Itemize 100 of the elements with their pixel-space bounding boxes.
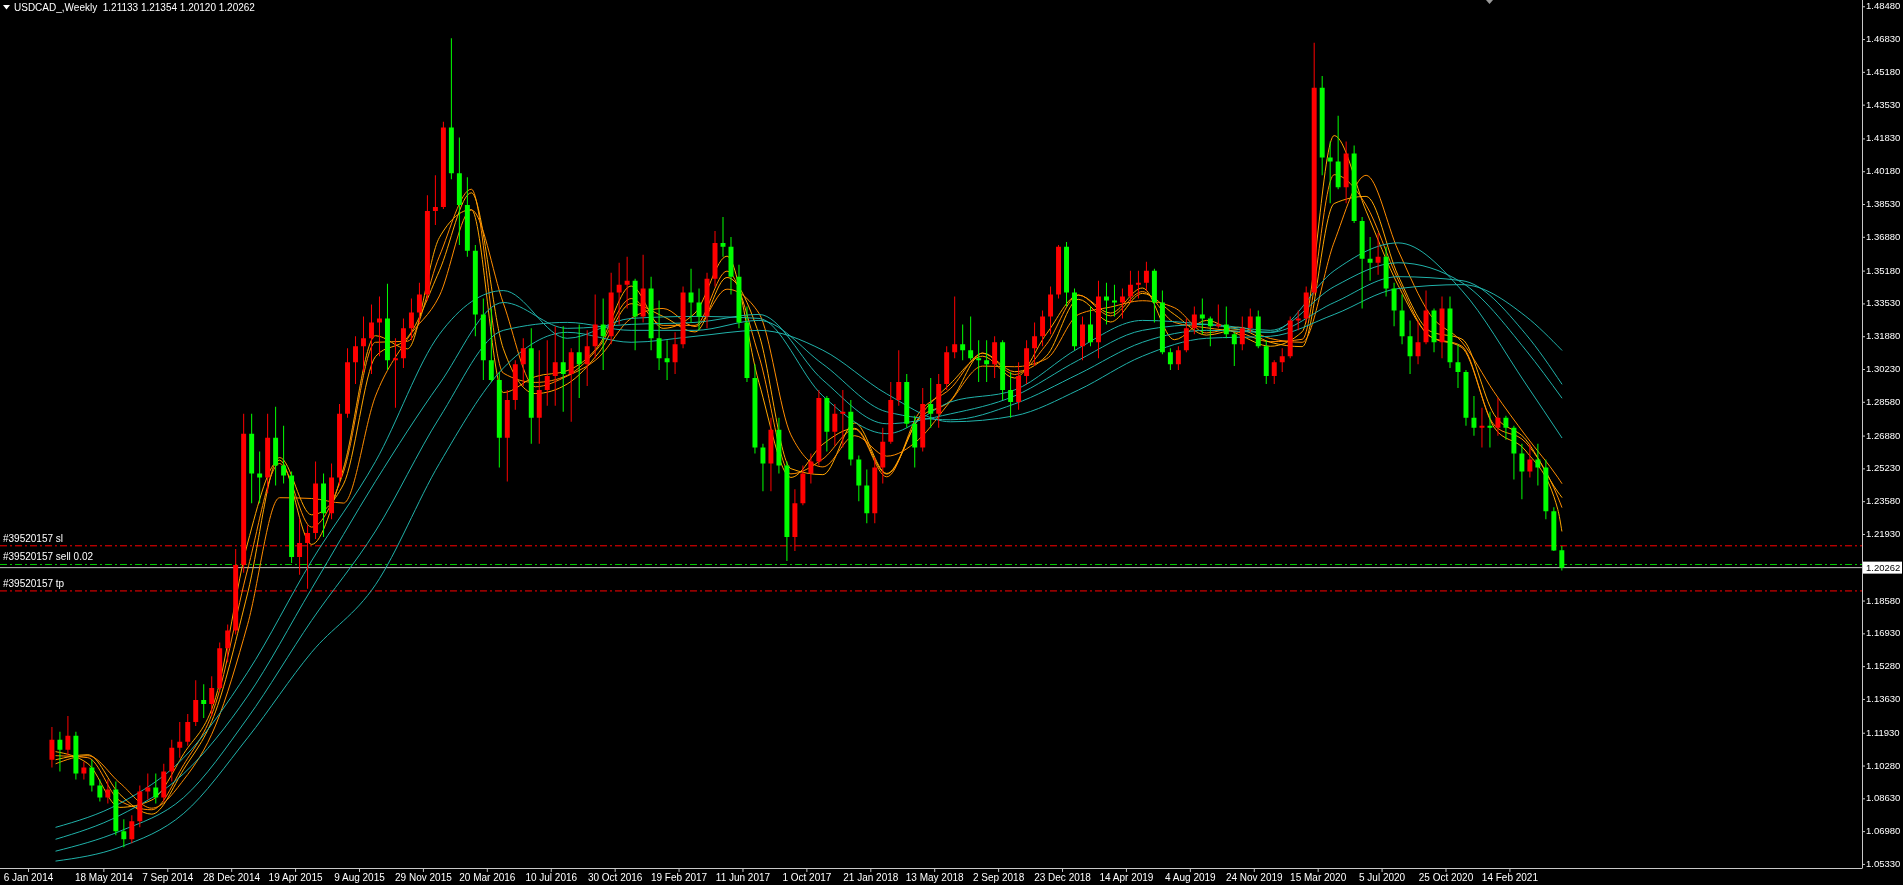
candlestick — [1415, 320, 1421, 365]
candlestick — [872, 457, 878, 524]
candlestick — [1543, 459, 1549, 520]
x-tick-label: 11 Jun 2017 — [715, 871, 771, 883]
candlestick — [952, 296, 958, 359]
x-tick-label: 15 Mar 2020 — [1290, 871, 1347, 883]
candlestick — [137, 785, 143, 828]
candlestick — [1143, 261, 1149, 291]
ref-line-label: #39520157 sl — [3, 532, 64, 544]
x-tick-label: 14 Apr 2019 — [1099, 871, 1154, 883]
candlestick — [1479, 407, 1485, 448]
candlestick — [369, 304, 374, 375]
y-tick-label: 1.25230 — [1866, 462, 1901, 474]
candlestick — [960, 324, 966, 361]
candlestick — [680, 286, 686, 349]
candlestick — [185, 713, 191, 746]
candlestick — [1096, 280, 1101, 359]
y-tick-label: 1.05330 — [1866, 857, 1901, 869]
candlestick — [688, 268, 694, 323]
candlestick — [1048, 286, 1054, 335]
candlestick — [1287, 316, 1293, 359]
candlestick — [329, 463, 335, 520]
candlestick — [129, 815, 135, 844]
candlestick — [840, 389, 846, 448]
candlestick — [345, 348, 350, 418]
candlestick — [201, 684, 207, 718]
candlestick — [1191, 306, 1197, 335]
candlestick — [584, 330, 590, 386]
candlestick — [608, 272, 614, 345]
candlestick — [113, 781, 119, 836]
candlestick — [568, 348, 574, 422]
y-tick-label: 1.21930 — [1866, 527, 1901, 539]
x-tick-label: 5 Jul 2020 — [1359, 871, 1406, 883]
candlestick — [640, 254, 646, 323]
candlestick — [816, 389, 822, 466]
candlestick — [416, 282, 422, 323]
x-tick-label: 10 Jul 2016 — [525, 871, 578, 883]
candlestick — [984, 340, 990, 383]
candlestick — [1527, 443, 1533, 478]
candlestick — [249, 413, 255, 504]
candlestick — [1159, 290, 1165, 355]
candlestick — [217, 642, 223, 693]
candlestick — [992, 336, 998, 379]
candlestick — [1311, 42, 1317, 295]
candlestick — [321, 473, 327, 538]
candlestick — [1391, 282, 1397, 327]
x-tick-label: 29 Nov 2015 — [395, 871, 453, 883]
y-tick-label: 1.48480 — [1866, 0, 1901, 12]
candlestick — [856, 455, 862, 502]
x-tick-label: 20 Mar 2016 — [459, 871, 516, 883]
x-tick-label: 4 Aug 2019 — [1165, 871, 1217, 883]
candlestick — [1407, 320, 1413, 375]
candlestick — [440, 121, 446, 210]
candlestick — [544, 340, 550, 406]
candlestick — [928, 378, 934, 428]
candlestick — [161, 763, 167, 802]
candlestick — [1343, 141, 1349, 204]
candlestick — [1271, 360, 1277, 385]
candlestick — [81, 761, 87, 780]
candlestick — [1495, 397, 1501, 436]
candlestick — [177, 721, 183, 758]
x-tick-label: 24 Nov 2019 — [1225, 871, 1284, 883]
candlestick — [89, 759, 95, 792]
candlestick — [512, 360, 518, 410]
x-tick-label: 19 Apr 2015 — [268, 871, 323, 883]
candlestick — [656, 300, 662, 371]
y-tick-label: 1.36880 — [1866, 230, 1901, 242]
y-tick-label: 1.28580 — [1866, 395, 1901, 407]
candlestick — [1263, 340, 1269, 385]
candlestick — [1080, 316, 1085, 361]
candlestick — [361, 316, 366, 373]
candlestick — [353, 336, 358, 385]
candlestick — [912, 415, 918, 468]
candlestick — [896, 350, 902, 406]
candlestick — [377, 296, 382, 357]
candlestick — [225, 624, 231, 663]
candlestick — [944, 346, 950, 390]
candlestick — [1487, 411, 1493, 448]
candlestick — [384, 283, 390, 371]
candlestick — [337, 403, 343, 486]
y-tick-label: 1.08630 — [1866, 792, 1901, 804]
candlestick — [1423, 290, 1429, 345]
candlestick — [1040, 310, 1046, 347]
candlestick — [720, 217, 726, 257]
candlestick — [760, 443, 766, 492]
candlestick — [864, 469, 870, 524]
ref-line-label: #39520157 tp — [3, 577, 65, 589]
candlestick — [848, 399, 854, 466]
candlestick — [696, 288, 702, 331]
candlestick — [1303, 286, 1309, 323]
candlestick — [1519, 443, 1525, 500]
candlestick — [1119, 288, 1125, 319]
y-tick-label: 1.43530 — [1866, 98, 1901, 110]
candlestick — [768, 417, 774, 492]
candlestick — [920, 387, 926, 452]
candlestick — [704, 272, 710, 329]
candlestick — [1016, 362, 1022, 410]
candlestick — [832, 403, 838, 446]
y-tick-label: 1.15280 — [1866, 660, 1901, 672]
candlestick — [1359, 217, 1365, 309]
